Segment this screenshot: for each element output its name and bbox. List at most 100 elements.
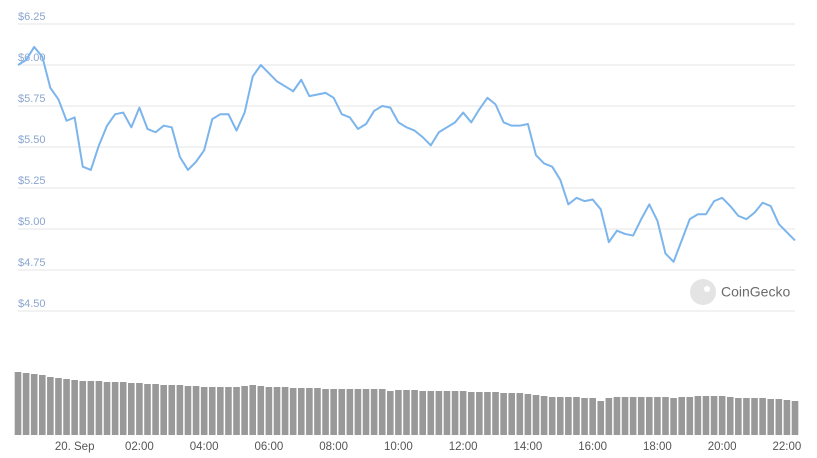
x-tick-label: 16:00 [578,441,607,453]
volume-bar [330,389,337,435]
volume-bar [128,383,135,435]
volume-bar [411,390,418,435]
volume-bar [637,397,645,435]
volume-bar [306,388,313,435]
volume-bar [710,396,718,435]
volume-bar [71,380,78,435]
volume-bar [743,398,750,435]
volume-bar [540,396,548,435]
volume-bar [467,392,475,435]
y-tick-label: $5.00 [18,216,46,228]
volume-bar [565,397,572,435]
volume-bar [192,386,200,435]
volume-bar [459,391,467,435]
volume-bar [654,397,661,435]
x-tick-label: 08:00 [319,441,348,453]
y-tick-label: $6.25 [18,11,46,23]
y-tick-label: $5.25 [18,175,46,187]
volume-bar [79,381,87,435]
volume-bar [362,389,370,435]
y-tick-label: $5.75 [18,93,46,105]
volume-bar [30,374,38,435]
volume-bar [200,387,208,435]
volume-bar [354,389,362,435]
volume-bar [573,397,580,435]
volume-bar [395,390,402,435]
volume-bar [314,388,321,435]
x-tick-label: 12:00 [449,441,478,453]
volume-bar [589,398,596,435]
volume-bar [168,385,176,435]
volume-bar [759,398,766,435]
y-tick-label: $4.75 [18,257,46,269]
volume-bar [370,389,378,435]
volume-bar [500,393,507,435]
volume-bar [241,386,248,435]
volume-bar [791,401,799,435]
volume-bar [476,392,483,435]
volume-bar [152,384,159,435]
volume-bar [702,396,710,435]
volume-bar [783,400,791,435]
volume-bar [338,389,346,435]
volume-bar [629,397,637,435]
x-tick-label: 20:00 [708,441,737,453]
volume-bar [55,378,62,435]
volume-bar [726,397,734,435]
volume-bar [492,392,499,435]
volume-bar [548,397,556,435]
volume-bar [484,392,491,435]
volume-bar [686,397,694,435]
x-tick-label: 06:00 [255,441,284,453]
volume-bar [217,387,224,435]
volume-bar [621,397,629,435]
volume-bar [160,385,167,435]
volume-bar [403,390,410,435]
volume-bar [670,398,677,435]
volume-bar [597,401,605,435]
volume-bar [273,387,281,435]
y-tick-label: $5.50 [18,134,46,146]
volume-bar [184,386,192,435]
volume-bar [346,389,354,435]
volume-bar [103,382,111,435]
volume-bar [297,388,305,435]
volume-bar [144,384,151,435]
volume-bar [265,387,273,435]
volume-bar [613,397,621,435]
watermark-logo-eye [704,286,710,292]
volume-bar [775,399,783,435]
x-tick-label: 14:00 [514,441,543,453]
volume-bar [605,398,613,435]
x-tick-label: 18:00 [643,441,672,453]
x-tick-label: 20. Sep [55,441,95,453]
volume-bar [47,377,54,435]
volume-bar [427,391,435,435]
plot: $4.50$4.75$5.00$5.25$5.50$5.75$6.00$6.25… [14,11,802,453]
volume-bar [451,391,459,435]
volume-bar [249,385,257,435]
volume-bar [678,397,685,435]
volume-bar [111,382,119,435]
volume-bar [419,391,426,435]
volume-bar [556,397,564,435]
x-tick-label: 02:00 [125,441,154,453]
volume-bar [257,386,265,435]
x-tick-label: 10:00 [384,441,413,453]
watermark: CoinGecko [690,279,790,305]
volume-bar [435,391,443,435]
volume-bar [767,399,775,435]
volume-bar [751,398,758,435]
volume-bar [718,396,726,435]
volume-bar [225,387,232,435]
volume-bar [524,394,532,435]
volume-bar [646,397,653,435]
volume-bar [387,391,394,435]
x-tick-label: 04:00 [190,441,219,453]
watermark-text: CoinGecko [721,284,790,300]
volume-bar [443,391,451,435]
volume-bar [208,387,216,435]
watermark-logo [690,279,716,305]
x-tick-label: 22:00 [773,441,802,453]
